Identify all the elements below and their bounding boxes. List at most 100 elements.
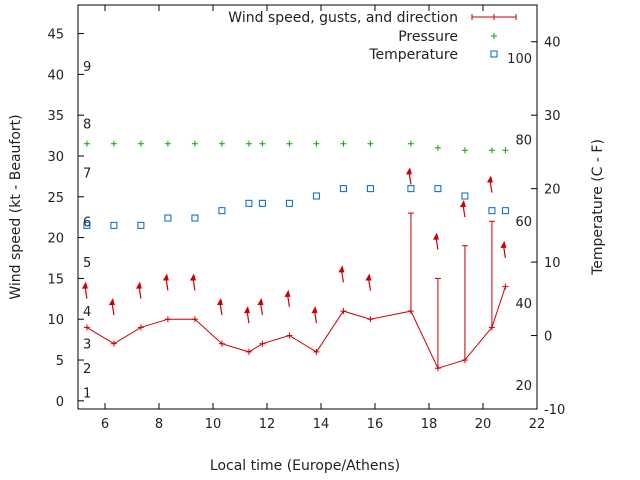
wind-direction-arrow <box>338 265 345 283</box>
y-right-tick-label: -10 <box>544 403 565 418</box>
pressure-point <box>164 140 171 147</box>
x-tick-label: 10 <box>205 417 222 432</box>
y-left-tick-label: 20 <box>47 232 64 247</box>
beaufort-label: 8 <box>83 117 91 132</box>
pressure-point <box>488 147 495 154</box>
temperature-point <box>218 207 226 215</box>
temperature-point <box>461 192 469 200</box>
wind-direction-arrow <box>284 289 291 307</box>
wind-speed-point <box>488 324 495 331</box>
temperature-point <box>407 185 415 193</box>
wind-direction-arrow <box>162 273 169 291</box>
pressure-point <box>340 140 347 147</box>
temperature-point <box>164 214 172 222</box>
wind-speed-point <box>245 348 252 355</box>
x-tick-label: 20 <box>475 417 492 432</box>
pressure-point <box>367 140 374 147</box>
wind-speed-point <box>164 316 171 323</box>
fahrenheit-label: 40 <box>515 297 532 312</box>
y-right-tick-label: 30 <box>544 109 561 124</box>
x-tick-label: 8 <box>155 417 163 432</box>
beaufort-label: 3 <box>83 338 91 353</box>
temperature-point <box>110 221 118 229</box>
wind-speed-point <box>502 283 509 290</box>
beaufort-label: 9 <box>83 60 91 75</box>
pressure-point <box>434 144 441 151</box>
pressure-point <box>313 140 320 147</box>
wind-speed-point <box>218 340 225 347</box>
y-left-tick-label: 25 <box>47 191 64 206</box>
x-tick-label: 16 <box>367 417 384 432</box>
wind-speed-point <box>137 324 144 331</box>
y-axis-left-title: Wind speed (kt - Beaufort) <box>8 114 24 299</box>
temperature-point <box>339 185 347 193</box>
wind-speed-point <box>461 357 468 364</box>
pressure-point <box>286 140 293 147</box>
wind-direction-arrow <box>135 281 142 299</box>
wind-direction-arrow <box>432 232 439 250</box>
fahrenheit-label: 60 <box>515 215 532 230</box>
temperature-point <box>501 207 509 215</box>
legend-label: Temperature <box>368 47 458 63</box>
legend-label: Pressure <box>398 29 458 45</box>
pressure-point <box>137 140 144 147</box>
y-axis-right-title: Temperature (C - F) <box>590 139 606 276</box>
wind-direction-arrow <box>81 281 88 299</box>
temperature-point <box>285 199 293 207</box>
beaufort-label: 5 <box>83 256 91 271</box>
y-right-tick-label: 40 <box>544 36 561 51</box>
pressure-point <box>407 140 414 147</box>
pressure-point <box>259 140 266 147</box>
wind-direction-arrow <box>365 273 372 291</box>
x-tick-label: 18 <box>421 417 438 432</box>
pressure-point <box>191 140 198 147</box>
temperature-point <box>191 214 199 222</box>
legend-swatch <box>490 50 498 58</box>
temperature-point <box>312 192 320 200</box>
wind-speed-point <box>434 365 441 372</box>
pressure-point <box>218 140 225 147</box>
temperature-point <box>258 199 266 207</box>
x-tick-label: 14 <box>313 417 330 432</box>
beaufort-label: 2 <box>83 362 91 377</box>
y-right-tick-label: 20 <box>544 183 561 198</box>
temperature-point <box>488 207 496 215</box>
y-left-tick-label: 10 <box>47 313 64 328</box>
y-right-tick-label: 10 <box>544 256 561 271</box>
wind-speed-point <box>191 316 198 323</box>
wind-speed-point <box>407 308 414 315</box>
fahrenheit-label: 80 <box>515 133 532 148</box>
pressure-point <box>245 140 252 147</box>
legend-label: Wind speed, gusts, and direction <box>228 10 458 26</box>
y-left-tick-label: 15 <box>47 272 64 287</box>
y-left-tick-label: 30 <box>47 150 64 165</box>
y-left-tick-label: 40 <box>47 68 64 83</box>
wind-speed-point <box>83 324 90 331</box>
y-right-tick-label: 0 <box>544 330 552 345</box>
y-left-tick-label: 5 <box>56 354 64 369</box>
wind-speed-point <box>259 340 266 347</box>
pressure-point <box>83 140 90 147</box>
pressure-point <box>502 147 509 154</box>
wind-direction-arrow <box>500 240 507 258</box>
pressure-point <box>461 147 468 154</box>
temperature-point <box>137 221 145 229</box>
y-left-tick-label: 45 <box>47 28 64 43</box>
x-tick-label: 6 <box>101 417 109 432</box>
x-tick-label: 12 <box>259 417 276 432</box>
pressure-point <box>110 140 117 147</box>
temperature-point <box>434 185 442 193</box>
beaufort-label: 7 <box>83 166 91 181</box>
wind-speed-line <box>86 286 506 369</box>
plot-area-frame <box>77 4 538 410</box>
beaufort-label: 1 <box>83 387 91 402</box>
wind-speed-point <box>340 308 347 315</box>
x-tick-label: 22 <box>529 417 546 432</box>
wind-speed-point <box>110 340 117 347</box>
temperature-point <box>83 221 91 229</box>
wind-speed-point <box>367 316 374 323</box>
wind-direction-arrow <box>311 306 318 324</box>
wind-direction-arrow <box>405 167 412 185</box>
legend-entry: Wind speed, gusts, and direction <box>228 10 517 26</box>
